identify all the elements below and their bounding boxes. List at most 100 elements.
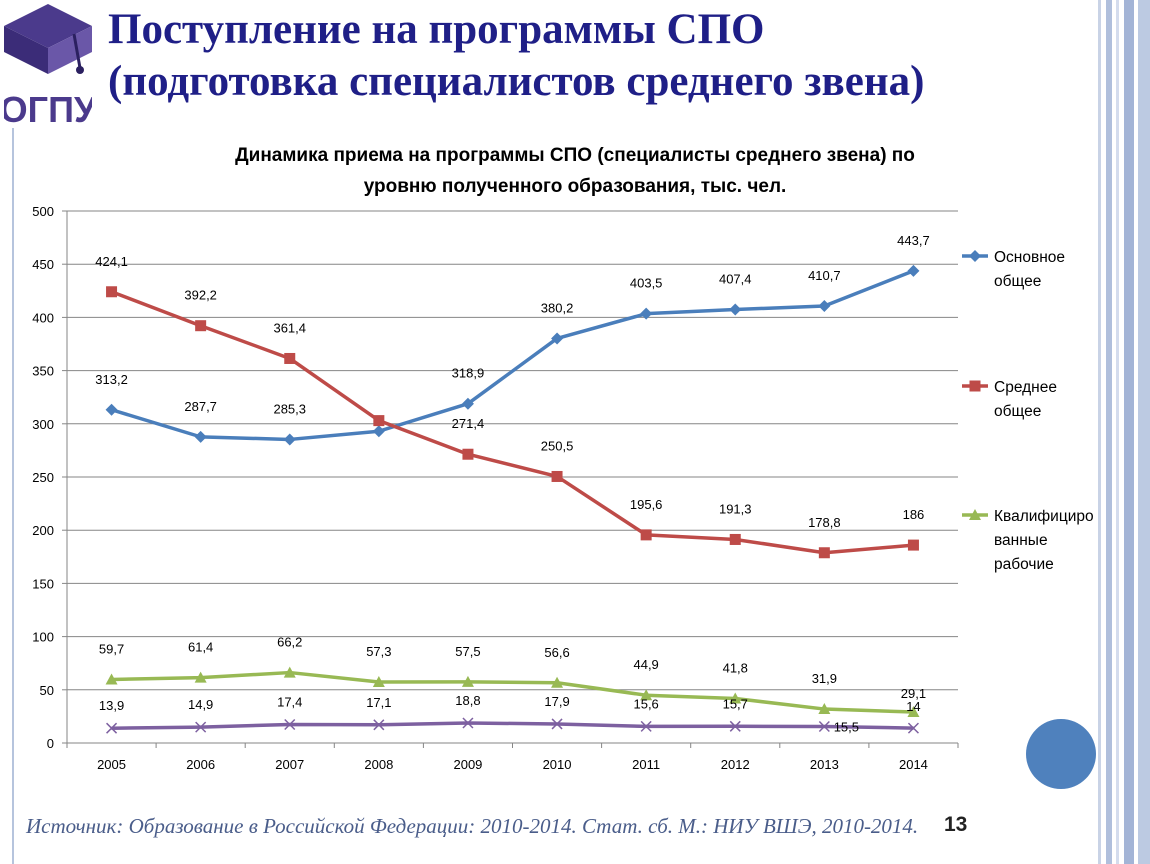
data-label: 14,9 <box>188 697 213 712</box>
data-label: 318,9 <box>452 366 485 381</box>
legend-label: рабочие <box>994 556 1054 573</box>
point-marker <box>551 332 564 345</box>
point-marker <box>640 529 652 541</box>
data-label: 410,7 <box>808 268 841 283</box>
point-marker <box>373 719 385 731</box>
x-tick-label: 2011 <box>632 757 660 772</box>
data-label: 17,4 <box>277 694 302 709</box>
chart-title-line2: уровню полученного образования, тыс. чел… <box>364 176 787 197</box>
legend-label: общее <box>994 273 1041 290</box>
point-marker <box>372 676 385 688</box>
point-marker <box>729 533 741 545</box>
data-label: 14 <box>906 699 920 714</box>
data-label: 424,1 <box>95 254 128 269</box>
point-marker <box>907 706 920 718</box>
data-label: 403,5 <box>630 276 663 291</box>
y-tick-label: 0 <box>47 736 54 751</box>
data-label: 380,2 <box>541 300 574 315</box>
data-label: 392,2 <box>184 288 217 303</box>
data-label: 31,9 <box>812 671 837 686</box>
data-label: 15,5 <box>834 720 859 735</box>
data-label: 57,3 <box>366 644 391 659</box>
point-marker <box>106 722 118 734</box>
point-marker <box>818 300 831 313</box>
data-labels: 313,2 287,7 285,3 318,9 380,2 403,5 407,4 410,7… <box>95 233 929 735</box>
legend-label: ванные <box>994 532 1048 549</box>
y-tick-label: 150 <box>32 576 54 591</box>
point-marker <box>195 320 207 332</box>
point-marker <box>551 676 564 688</box>
data-label: 186 <box>903 507 925 522</box>
chart-title-line1: Динамика приема на программы СПО (специа… <box>235 145 915 166</box>
point-marker <box>461 675 474 687</box>
data-label: 285,3 <box>273 401 306 416</box>
data-label: 17,1 <box>366 695 391 710</box>
x-tick-label: 2006 <box>186 757 215 772</box>
data-label: 17,9 <box>544 694 569 709</box>
x-tick-label: 2009 <box>453 757 482 772</box>
point-marker <box>818 703 831 715</box>
data-label: 59,7 <box>99 641 124 656</box>
point-marker <box>462 448 474 460</box>
data-label: 15,7 <box>723 696 748 711</box>
x-tick-label: 2013 <box>810 757 839 772</box>
point-marker <box>283 433 296 446</box>
point-marker <box>462 717 474 729</box>
y-tick-label: 100 <box>32 630 54 645</box>
data-label: 41,8 <box>723 661 748 676</box>
navigation-button[interactable] <box>1026 719 1096 789</box>
x-tick-label: 2014 <box>899 757 928 772</box>
y-tick-label: 400 <box>32 310 54 325</box>
data-label: 13,9 <box>99 698 124 713</box>
point-marker <box>640 307 653 320</box>
data-label: 66,2 <box>277 635 302 650</box>
university-logo: ОГПУ <box>4 4 92 126</box>
point-marker <box>969 509 981 520</box>
legend-label: Основное <box>994 249 1065 266</box>
series-line <box>111 670 914 714</box>
logo-text: ОГПУ <box>4 89 92 126</box>
data-label: 313,2 <box>95 372 128 387</box>
legend-label: Среднее <box>994 379 1057 396</box>
point-marker <box>907 264 920 277</box>
data-label: 56,6 <box>544 645 569 660</box>
point-marker <box>284 352 296 364</box>
point-marker <box>907 539 919 551</box>
slide-title: Поступление на программы СПО (подготовка… <box>108 4 1148 108</box>
point-marker <box>373 415 385 427</box>
legend-label: Квалифициро <box>994 508 1094 525</box>
data-label: 15,6 <box>633 696 658 711</box>
x-tick-label: 2007 <box>275 757 304 772</box>
slide-title-line1: Поступление на программы СПО <box>108 6 765 53</box>
y-tick-label: 500 <box>32 204 54 219</box>
data-label: 250,5 <box>541 438 574 453</box>
data-label: 29,1 <box>901 686 926 701</box>
legend: Основное общее Среднее общее Квалифициро ванн… <box>962 249 1094 573</box>
point-marker <box>551 718 563 730</box>
data-label: 407,4 <box>719 272 752 287</box>
x-tick-label: 2012 <box>721 757 750 772</box>
y-tick-label: 50 <box>40 683 54 698</box>
page-number: 13 <box>944 813 968 836</box>
x-tick-label: 2008 <box>364 757 393 772</box>
y-tick-label: 450 <box>32 257 54 272</box>
point-marker <box>969 380 981 392</box>
left-rule <box>12 128 14 864</box>
point-marker <box>372 425 385 438</box>
x-tick-label: 2005 <box>97 757 126 772</box>
point-marker <box>729 303 742 316</box>
x-tick-label: 2010 <box>543 757 572 772</box>
data-label: 443,7 <box>897 233 930 248</box>
series-line <box>110 290 914 555</box>
y-tick-label: 200 <box>32 523 54 538</box>
point-marker <box>106 286 118 298</box>
data-label: 178,8 <box>808 515 841 530</box>
point-marker <box>284 718 296 731</box>
y-tick-label: 350 <box>32 364 54 379</box>
data-label: 44,9 <box>633 657 658 672</box>
axes: 0 50 100 150 200 250 300 350 400 450 500 2005 2006 20… <box>32 204 959 772</box>
point-marker <box>969 250 981 262</box>
data-label: 18,8 <box>455 693 480 708</box>
point-marker <box>818 547 830 559</box>
point-marker <box>729 720 741 732</box>
